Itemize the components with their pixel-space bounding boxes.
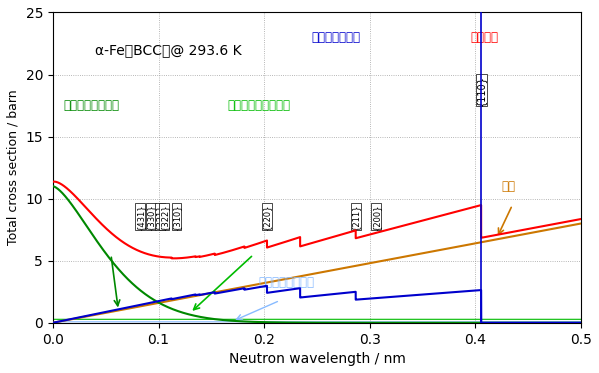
Text: 弾性非干渉性散乱: 弾性非干渉性散乱	[259, 276, 315, 289]
X-axis label: Neutron wavelength / nm: Neutron wavelength / nm	[229, 352, 406, 366]
Text: {110}: {110}	[476, 75, 486, 106]
Text: {200}: {200}	[371, 203, 380, 230]
Text: {220}: {220}	[262, 203, 271, 230]
Text: {321}: {321}	[155, 203, 164, 230]
Text: {211}: {211}	[351, 203, 360, 230]
Text: {330}: {330}	[147, 203, 156, 230]
Text: 吸収: 吸収	[502, 180, 516, 193]
Text: {310}: {310}	[172, 203, 181, 230]
Text: 弾性干渉性散乱: 弾性干渉性散乱	[311, 31, 361, 44]
Text: 非弾性非干渉性散乱: 非弾性非干渉性散乱	[227, 99, 290, 112]
Text: {322}: {322}	[160, 203, 169, 230]
Text: 全断面積: 全断面積	[470, 31, 498, 44]
Text: 非弾性干渉性散乱: 非弾性干渉性散乱	[63, 99, 119, 112]
Text: {431}: {431}	[136, 203, 145, 230]
Y-axis label: Total cross section / barn: Total cross section / barn	[7, 90, 20, 245]
Text: α-Fe（BCC）@ 293.6 K: α-Fe（BCC）@ 293.6 K	[95, 44, 242, 57]
